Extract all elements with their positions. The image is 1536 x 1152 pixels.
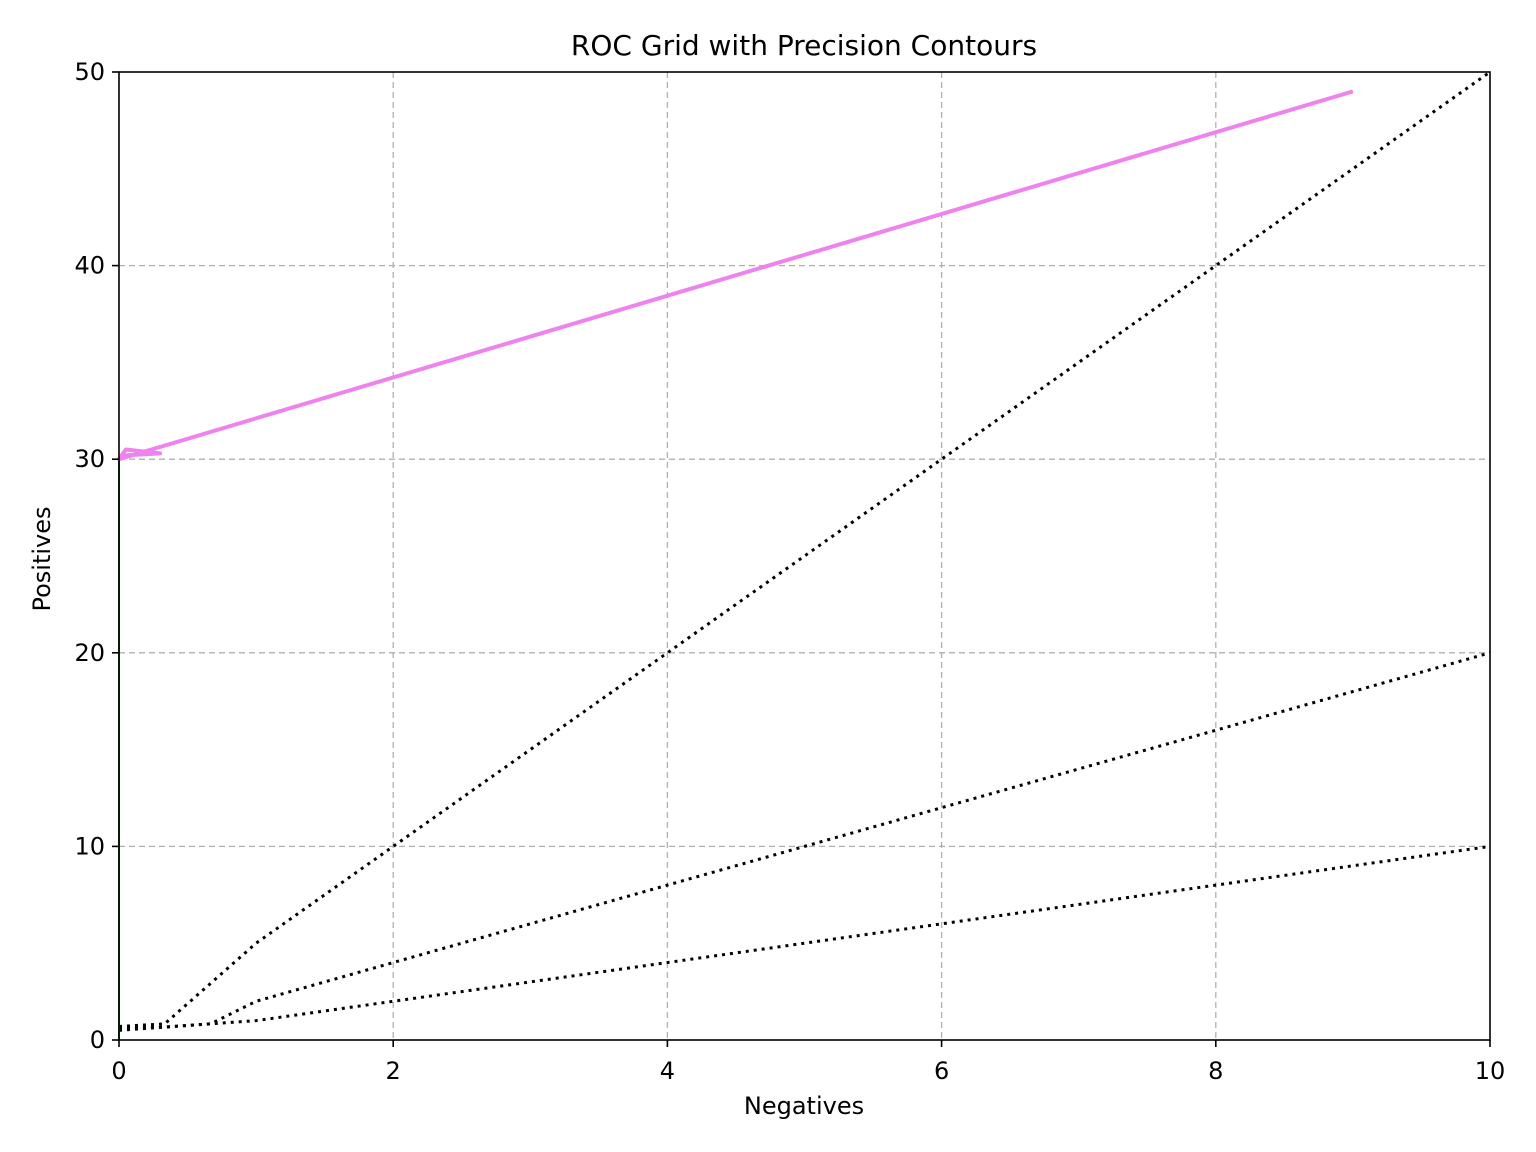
precision-contour-2: [118, 651, 1491, 1030]
y-axis-label: Positives: [28, 506, 56, 611]
y-tick-label: 50: [74, 58, 105, 86]
chart-title: ROC Grid with Precision Contours: [571, 29, 1037, 62]
roc-curve-2: [117, 89, 1354, 462]
x-tick-label: 8: [1208, 1057, 1223, 1085]
x-tick-label: 0: [111, 1057, 126, 1085]
y-tick-label: 40: [74, 252, 105, 280]
axis-ticks: 0 2 4 6 8 10 0 10 20 30 40 50: [74, 58, 1505, 1085]
plot-frame: [118, 71, 1491, 1041]
grid: [119, 72, 1490, 1040]
y-tick-label: 10: [74, 832, 105, 860]
y-tick-label: 0: [90, 1026, 105, 1054]
precision-contour-3: [118, 70, 1491, 1028]
precision-contour-1: [118, 844, 1491, 1032]
x-tick-label: 4: [660, 1057, 675, 1085]
x-tick-label: 6: [934, 1057, 949, 1085]
y-tick-label: 20: [74, 639, 105, 667]
precision-contours: [118, 70, 1491, 1032]
x-tick-label: 10: [1475, 1057, 1506, 1085]
roc-series: [117, 89, 1354, 1040]
y-tick-label: 30: [74, 445, 105, 473]
x-tick-label: 2: [386, 1057, 401, 1085]
x-axis-label: Negatives: [744, 1092, 864, 1120]
